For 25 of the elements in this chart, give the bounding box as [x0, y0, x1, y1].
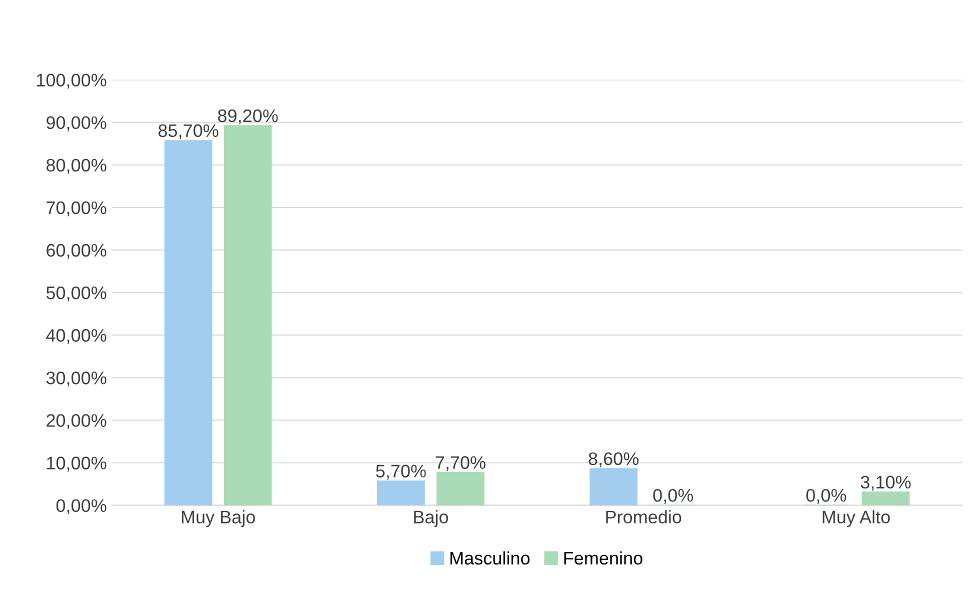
y-tick-label: 100,00%	[37, 74, 106, 89]
y-tick-label: 10,00%	[47, 456, 106, 472]
data-label: 0,0%	[653, 488, 694, 504]
y-tick-label: 40,00%	[46, 329, 106, 344]
data-label: 8,60%	[588, 452, 639, 468]
y-tick-label: 0,00%	[56, 499, 106, 514]
x-tick-label: Muy Bajo	[182, 510, 255, 527]
data-label: 3,10%	[860, 476, 911, 491]
data-label: 0,0%	[806, 488, 846, 504]
y-tick-label: 80,00%	[46, 158, 106, 174]
y-tick-label: 70,00%	[46, 201, 106, 216]
legend-label: Femenino	[564, 551, 642, 565]
data-label: 7,70%	[436, 456, 486, 472]
y-tick-label: 60,00%	[46, 244, 106, 259]
data-label: 85,70%	[158, 124, 218, 140]
y-tick-label: 20,00%	[46, 414, 106, 430]
y-tick-label: 90,00%	[46, 116, 106, 132]
data-label: 89,20%	[218, 109, 278, 124]
x-tick-label: Promedio	[606, 510, 682, 524]
x-tick-label: Bajo	[414, 510, 448, 527]
data-label: 5,70%	[376, 464, 426, 480]
legend-label: Masculino	[450, 551, 530, 565]
y-tick-label: 50,00%	[46, 286, 106, 302]
y-tick-label: 30,00%	[46, 372, 106, 386]
x-tick-label: Muy Alto	[822, 510, 890, 527]
